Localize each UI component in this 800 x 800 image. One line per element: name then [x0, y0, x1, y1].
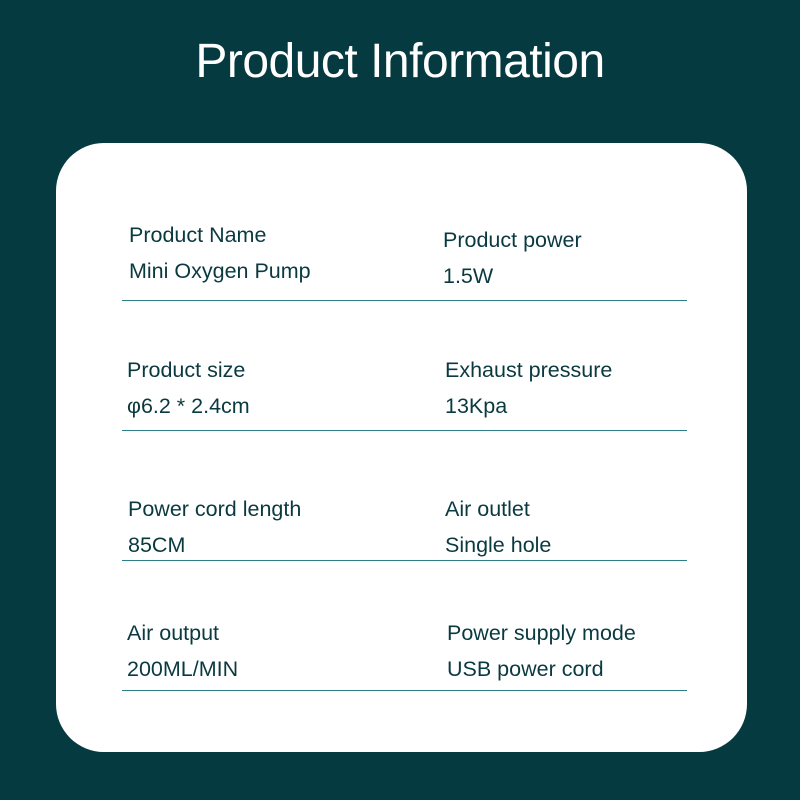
spec-product-size: Product size φ6.2 * 2.4cm [127, 352, 250, 424]
spec-value: 85CM [128, 533, 186, 557]
divider [122, 690, 687, 691]
page-title: Product Information [195, 35, 605, 88]
spec-air-output: Air output 200ML/MIN [127, 615, 238, 687]
divider [122, 430, 687, 431]
spec-value: USB power cord [447, 657, 604, 681]
spec-product-name: Product Name Mini Oxygen Pump [129, 217, 311, 289]
divider [122, 560, 687, 561]
divider [122, 300, 687, 301]
spec-power-cord-length: Power cord length 85CM [128, 491, 301, 563]
spec-value: 1.5W [443, 264, 494, 288]
spec-value: 200ML/MIN [127, 657, 239, 681]
spec-product-power: Product power 1.5W [443, 222, 582, 294]
spec-label: Air outlet [445, 497, 530, 521]
product-info-card [56, 143, 747, 752]
spec-label: Exhaust pressure [445, 358, 613, 382]
spec-value: φ6.2 * 2.4cm [127, 394, 250, 418]
spec-value: Mini Oxygen Pump [129, 259, 311, 283]
spec-label: Power cord length [128, 497, 302, 521]
spec-label: Power supply mode [447, 621, 636, 645]
spec-label: Product Name [129, 223, 267, 247]
spec-exhaust-pressure: Exhaust pressure 13Kpa [445, 352, 612, 424]
spec-label: Product power [443, 228, 582, 252]
spec-value: 13Kpa [445, 394, 508, 418]
spec-label: Product size [127, 358, 246, 382]
spec-value: Single hole [445, 533, 552, 557]
spec-power-supply-mode: Power supply mode USB power cord [447, 615, 636, 687]
spec-air-outlet: Air outlet Single hole [445, 491, 551, 563]
spec-label: Air output [127, 621, 220, 645]
